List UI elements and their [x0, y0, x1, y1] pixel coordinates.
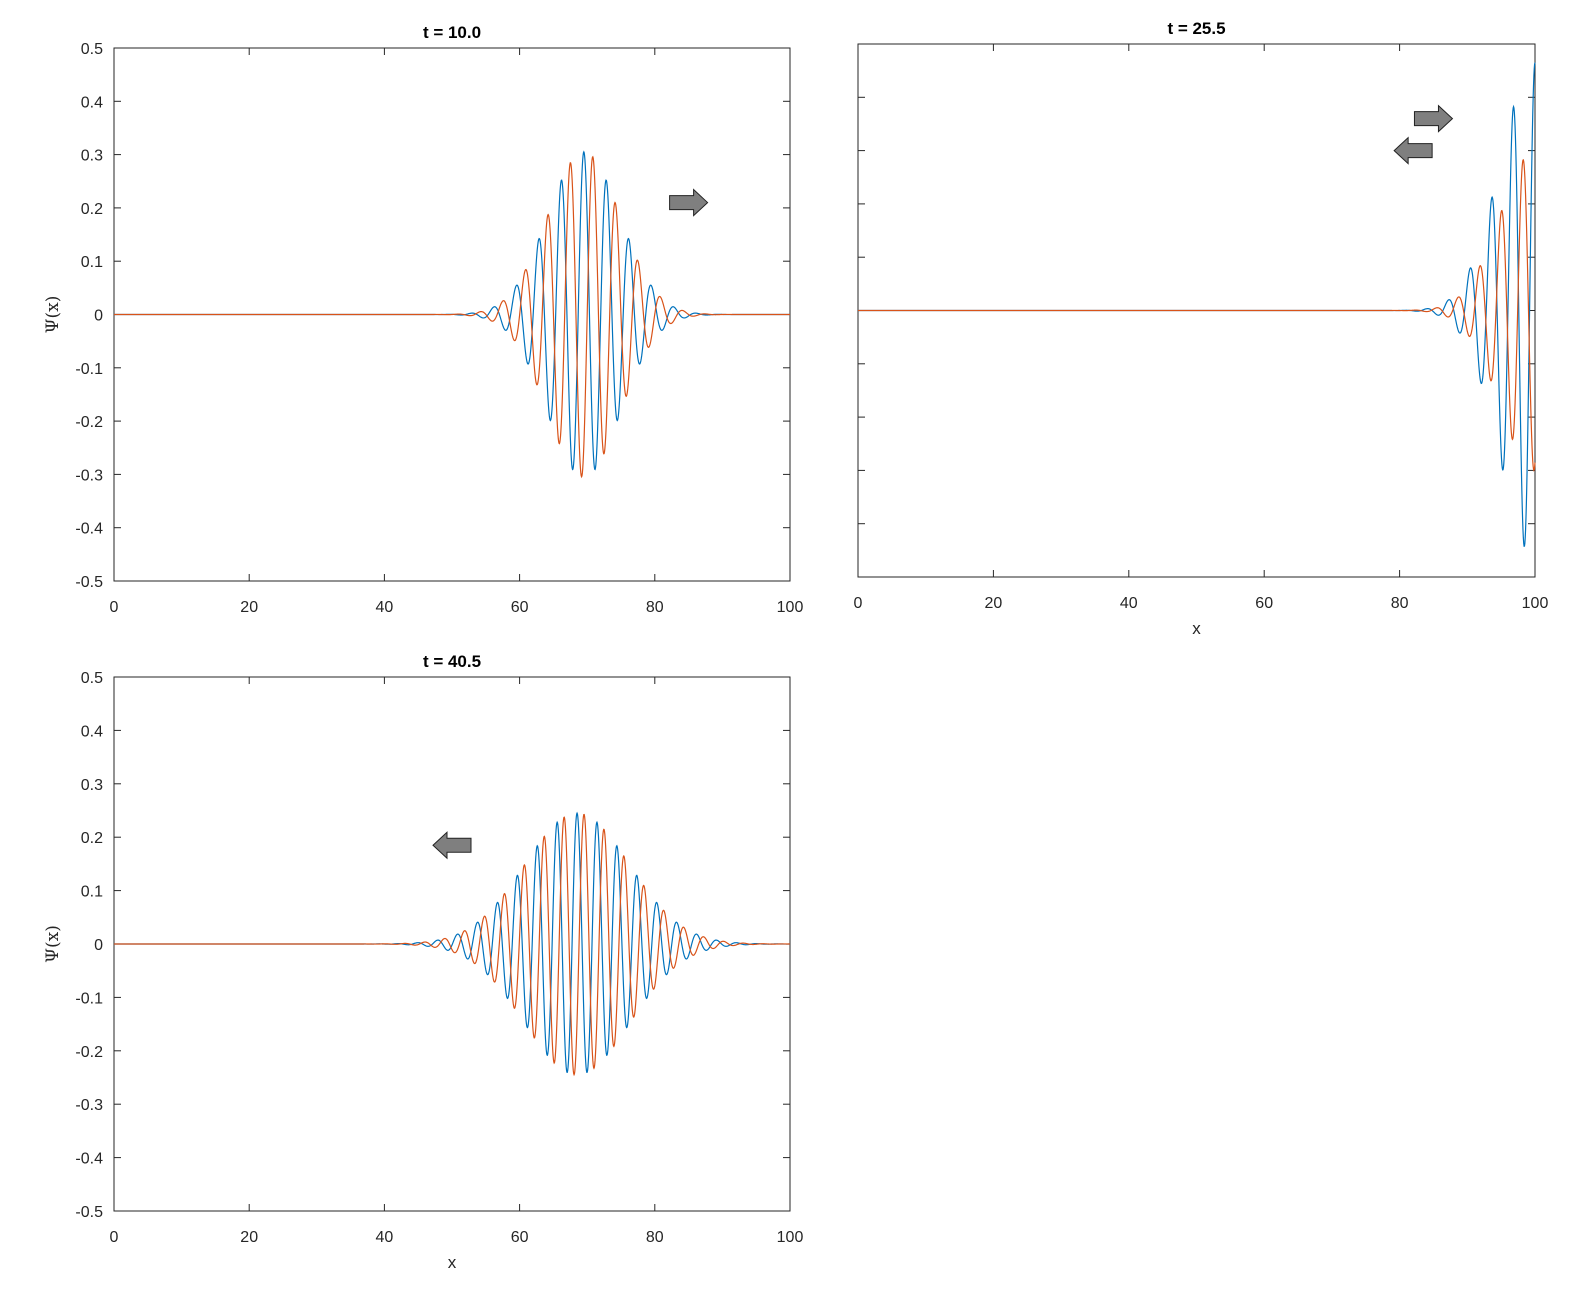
y-tick-label: -0.1 — [75, 990, 103, 1007]
x-tick-label: 80 — [1391, 595, 1409, 612]
x-tick-label: 80 — [646, 1229, 664, 1246]
x-tick-label: 40 — [376, 599, 394, 616]
y-tick-label: 0.2 — [81, 201, 103, 218]
y-axis-label: Ψ(x) — [43, 296, 63, 334]
x-tick-label: 60 — [1255, 595, 1273, 612]
x-tick-label: 80 — [646, 599, 664, 616]
x-tick-label: 40 — [376, 1229, 394, 1246]
x-tick-label: 0 — [110, 599, 119, 616]
y-tick-label: -0.4 — [75, 521, 103, 538]
x-tick-label: 100 — [777, 599, 804, 616]
x-tick-label: 20 — [240, 599, 258, 616]
panel-t-10: t = 10.0 Ψ(x) 0 20 40 60 80 100 0.5 0.4 0.3 0.2 0.… — [43, 23, 803, 616]
direction-arrows — [432, 831, 472, 860]
y-tick-label: 0 — [94, 308, 103, 325]
axis-ticks: 0 20 40 60 80 100 — [854, 43, 1549, 612]
x-axis-label: x — [1192, 619, 1201, 638]
y-tick-label: 0.2 — [81, 830, 103, 847]
panel-t-25-5: t = 25.5 x 0 20 40 60 80 100 — [854, 19, 1549, 638]
x-tick-label: 60 — [511, 599, 529, 616]
x-tick-label: 100 — [1522, 595, 1549, 612]
y-tick-label: -0.4 — [75, 1151, 103, 1168]
chart-title: t = 40.5 — [423, 652, 481, 671]
y-tick-label: -0.5 — [75, 574, 103, 591]
x-axis-label: x — [448, 1253, 457, 1272]
arrow-right-icon — [1413, 104, 1454, 133]
x-tick-label: 20 — [240, 1229, 258, 1246]
y-axis-label: Ψ(x) — [43, 925, 63, 963]
x-tick-label: 0 — [854, 595, 863, 612]
y-tick-label: 0 — [94, 937, 103, 954]
y-tick-label: -0.3 — [75, 467, 103, 484]
series-lines — [114, 811, 791, 1077]
y-tick-label: -0.2 — [75, 1044, 103, 1061]
y-tick-label: 0.5 — [81, 670, 103, 687]
y-tick-label: -0.5 — [75, 1204, 103, 1221]
direction-arrows — [669, 188, 709, 217]
y-tick-label: 0.4 — [81, 723, 103, 740]
chart-title: t = 25.5 — [1167, 19, 1225, 38]
y-tick-label: 0.4 — [81, 94, 103, 111]
arrow-left-icon — [432, 831, 472, 860]
x-tick-label: 60 — [511, 1229, 529, 1246]
x-tick-label: 20 — [985, 595, 1003, 612]
x-tick-label: 40 — [1120, 595, 1138, 612]
series-orange-line — [858, 158, 1536, 472]
series-orange-line — [114, 155, 790, 479]
y-tick-label: -0.1 — [75, 361, 103, 378]
panel-t-40-5: t = 40.5 Ψ(x) x 0 20 40 60 80 100 0.5 0.4 0.3 0.2… — [43, 652, 803, 1272]
y-tick-label: 0.1 — [81, 884, 103, 901]
y-tick-label: -0.3 — [75, 1097, 103, 1114]
y-tick-label: 0.1 — [81, 254, 103, 271]
x-tick-label: 100 — [777, 1229, 804, 1246]
y-tick-label: -0.2 — [75, 414, 103, 431]
chart-title: t = 10.0 — [423, 23, 481, 42]
arrow-left-icon — [1393, 136, 1433, 165]
series-lines — [858, 62, 1536, 547]
arrow-right-icon — [669, 188, 709, 217]
y-tick-label: 0.5 — [81, 41, 103, 58]
x-tick-label: 0 — [110, 1229, 119, 1246]
direction-arrows — [1393, 104, 1454, 165]
y-tick-label: 0.3 — [81, 777, 103, 794]
y-tick-label: 0.3 — [81, 148, 103, 165]
series-orange-line — [114, 813, 791, 1077]
axis-ticks: 0 20 40 60 80 100 0.5 0.4 0.3 0.2 0.1 0 -0.1 -0.2 -0.3… — [75, 670, 803, 1246]
series-lines — [114, 150, 790, 479]
axis-ticks: 0 20 40 60 80 100 0.5 0.4 0.3 0.2 0.1 0 -0.1 -0.2 -0.3… — [75, 41, 803, 616]
